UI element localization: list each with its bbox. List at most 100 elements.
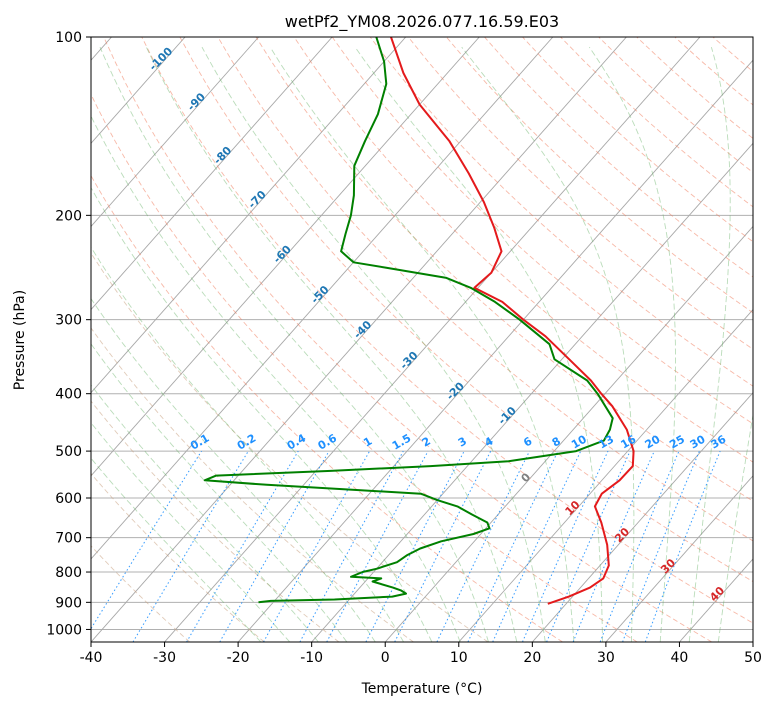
isotherm-label: -50	[308, 283, 331, 306]
mixing-ratio-line	[91, 450, 203, 630]
isotherm-label: -40	[351, 318, 374, 341]
moist-adiabat-line	[201, 46, 546, 642]
isotherm-label: -70	[246, 188, 269, 211]
dry-adiabat-line	[712, 37, 753, 73]
mixing-ratio-label: 13	[596, 433, 616, 452]
mixing-ratio-line	[522, 450, 609, 642]
moist-adiabat-line	[269, 46, 575, 642]
dry-adiabat-line	[91, 400, 340, 642]
mixing-ratio-label: 0.6	[316, 431, 340, 452]
isotherm-label: -30	[397, 349, 420, 372]
y-tick-label: 700	[55, 531, 82, 547]
x-tick-label: -10	[300, 650, 323, 666]
temperature-profile-line	[390, 37, 635, 605]
isotherm-line	[384, 225, 753, 642]
moist-adiabat-line	[91, 186, 433, 642]
isotherm-label: -20	[444, 379, 467, 402]
dry-adiabat-line	[598, 37, 753, 174]
moist-adiabat-line	[91, 246, 404, 642]
isotherm-line	[91, 37, 480, 477]
moist-adiabat-line	[91, 297, 376, 642]
y-tick-label: 900	[55, 595, 82, 611]
moist-adiabat-line	[91, 384, 319, 642]
isotherm-line	[91, 37, 407, 394]
moist-adiabat-line	[145, 46, 518, 642]
dry-adiabat-line	[446, 37, 753, 314]
mixing-ratio-line	[263, 450, 371, 642]
dry-adiabat-line	[217, 37, 753, 542]
isotherm-label: 20	[612, 525, 632, 545]
x-tick-label: -20	[227, 650, 250, 666]
x-tick-label: 10	[450, 650, 468, 666]
x-tick-label: -30	[153, 650, 176, 666]
mixing-ratio-line	[326, 450, 429, 642]
isotherm-label: -10	[496, 404, 519, 427]
dry-adiabat-line	[255, 37, 753, 502]
dry-adiabat-line	[560, 37, 753, 208]
mixing-ratio-line	[436, 450, 530, 642]
y-tick-label: 200	[55, 208, 82, 224]
isotherm-label: 10	[563, 498, 583, 518]
mixing-ratio-line	[599, 450, 680, 642]
mixing-ratio-line	[219, 450, 330, 642]
mixing-ratio-label: 6	[521, 434, 534, 449]
y-axis-label: Pressure (hPa)	[12, 290, 28, 390]
moist-adiabat-line	[91, 422, 291, 642]
moist-adiabat-line	[588, 46, 676, 642]
x-axis-label: Temperature (°C)	[361, 681, 483, 697]
plot-frame	[90, 36, 754, 643]
mixing-ratio-label: 30	[688, 432, 708, 451]
dry-adiabat-line	[91, 174, 563, 642]
mixing-ratio-line	[622, 450, 700, 642]
x-tick-label: -40	[80, 650, 103, 666]
x-tick-label: 30	[597, 650, 615, 666]
dry-adiabat-line	[674, 37, 753, 106]
y-tick-label: 100	[55, 30, 82, 46]
dry-adiabat-line	[293, 37, 753, 463]
mixing-ratio-line	[299, 450, 404, 642]
isotherm-label: 40	[707, 584, 727, 604]
mixing-ratio-line	[644, 450, 721, 642]
dry-adiabat-line	[179, 37, 753, 583]
mixing-ratio-label: 16	[618, 432, 638, 451]
isotherm-line	[531, 391, 753, 642]
dry-adiabat-line	[369, 37, 753, 387]
chart-title: wetPf2_YM08.2026.077.16.59.E03	[285, 12, 559, 32]
isotherm-label: 30	[658, 556, 678, 576]
isotherm-line	[164, 37, 701, 642]
dry-adiabat-line	[91, 93, 638, 642]
mixing-ratio-line	[394, 450, 492, 642]
y-tick-label: 600	[55, 491, 82, 507]
dry-adiabat-line	[91, 327, 414, 642]
isotherm-line	[91, 37, 627, 642]
dry-adiabat-line	[522, 37, 753, 243]
isotherm-line	[311, 142, 753, 642]
moist-adiabat-line	[354, 46, 604, 642]
mixing-ratio-label: 3	[456, 435, 469, 450]
isotherm-line	[91, 37, 554, 560]
dewpoint-profile-line	[203, 37, 614, 604]
moist-adiabat-line	[461, 46, 635, 642]
mixing-ratio-label: 0.2	[235, 432, 258, 453]
mixing-ratio-label: 1.5	[390, 432, 413, 453]
x-tick-label: 20	[523, 650, 541, 666]
moist-adiabat-line	[717, 412, 753, 642]
dry-adiabat-line	[141, 37, 753, 624]
mixing-ratio-line	[467, 450, 559, 642]
mixing-ratio-line	[365, 450, 465, 642]
isotherm-line	[605, 475, 753, 642]
mixing-ratio-line	[132, 450, 249, 642]
mixing-ratio-label: 20	[643, 432, 663, 451]
moist-adiabat-line	[91, 115, 461, 642]
dry-adiabat-line	[103, 37, 713, 642]
dry-adiabat-line	[636, 37, 753, 140]
mixing-ratio-label: 8	[550, 435, 563, 450]
x-tick-label: 40	[671, 650, 689, 666]
mixing-ratio-label: 25	[667, 433, 687, 452]
mixing-ratio-line	[546, 450, 631, 642]
y-tick-label: 300	[55, 313, 82, 329]
isotherm-line	[91, 37, 186, 144]
isotherm-line	[91, 37, 333, 311]
y-tick-label: 400	[55, 387, 82, 403]
